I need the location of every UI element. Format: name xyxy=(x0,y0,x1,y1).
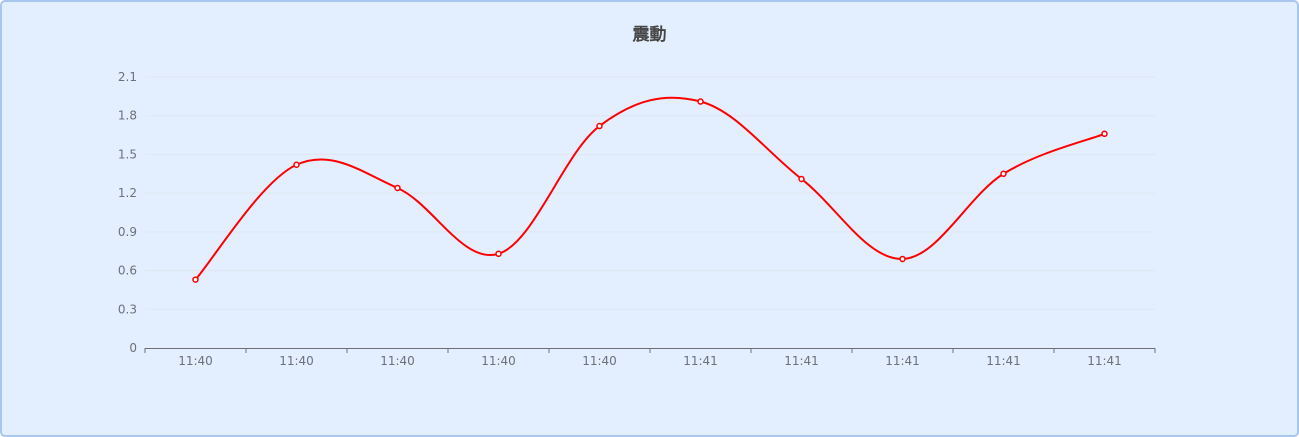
x-tick-label: 11:41 xyxy=(885,354,920,368)
y-tick-label: 0.3 xyxy=(118,302,137,316)
y-tick-label: 2.1 xyxy=(118,70,137,84)
data-point xyxy=(1000,170,1007,178)
grid-lines xyxy=(145,76,1155,310)
y-tick-label: 0 xyxy=(129,341,137,355)
data-point xyxy=(1101,130,1108,138)
data-point xyxy=(293,161,300,169)
x-tick-label: 11:41 xyxy=(1087,354,1122,368)
series-layer xyxy=(192,96,1108,283)
data-point xyxy=(495,250,502,258)
x-tick-label: 11:41 xyxy=(683,354,718,368)
y-tick-label: 0.9 xyxy=(118,225,137,239)
x-tick-label: 11:40 xyxy=(178,354,213,368)
data-point xyxy=(192,276,199,283)
y-tick-label: 1.2 xyxy=(118,186,137,200)
data-point xyxy=(798,175,805,183)
chart-title: 震動 xyxy=(632,25,667,45)
x-tick-label: 11:41 xyxy=(986,354,1021,368)
y-axis: 0 0.3 0.6 0.9 1.2 1.5 1.8 2.1 xyxy=(118,70,137,355)
y-tick-label: 1.8 xyxy=(118,109,137,123)
y-tick-label: 0.6 xyxy=(118,264,137,278)
x-tick-label: 11:40 xyxy=(279,354,314,368)
x-tick-label: 11:40 xyxy=(582,354,617,368)
data-point xyxy=(596,122,603,130)
x-tick-label: 11:40 xyxy=(380,354,415,368)
data-point xyxy=(697,98,704,105)
series-line xyxy=(194,96,1105,281)
x-tick-label: 11:40 xyxy=(481,354,516,368)
y-tick-label: 1.5 xyxy=(118,147,137,161)
x-axis: 11:40 11:40 11:40 11:40 11:40 11:41 11:41 11:41… xyxy=(144,348,1156,368)
x-tick-label: 11:41 xyxy=(784,354,819,368)
data-point xyxy=(899,255,906,263)
data-point xyxy=(394,184,401,192)
